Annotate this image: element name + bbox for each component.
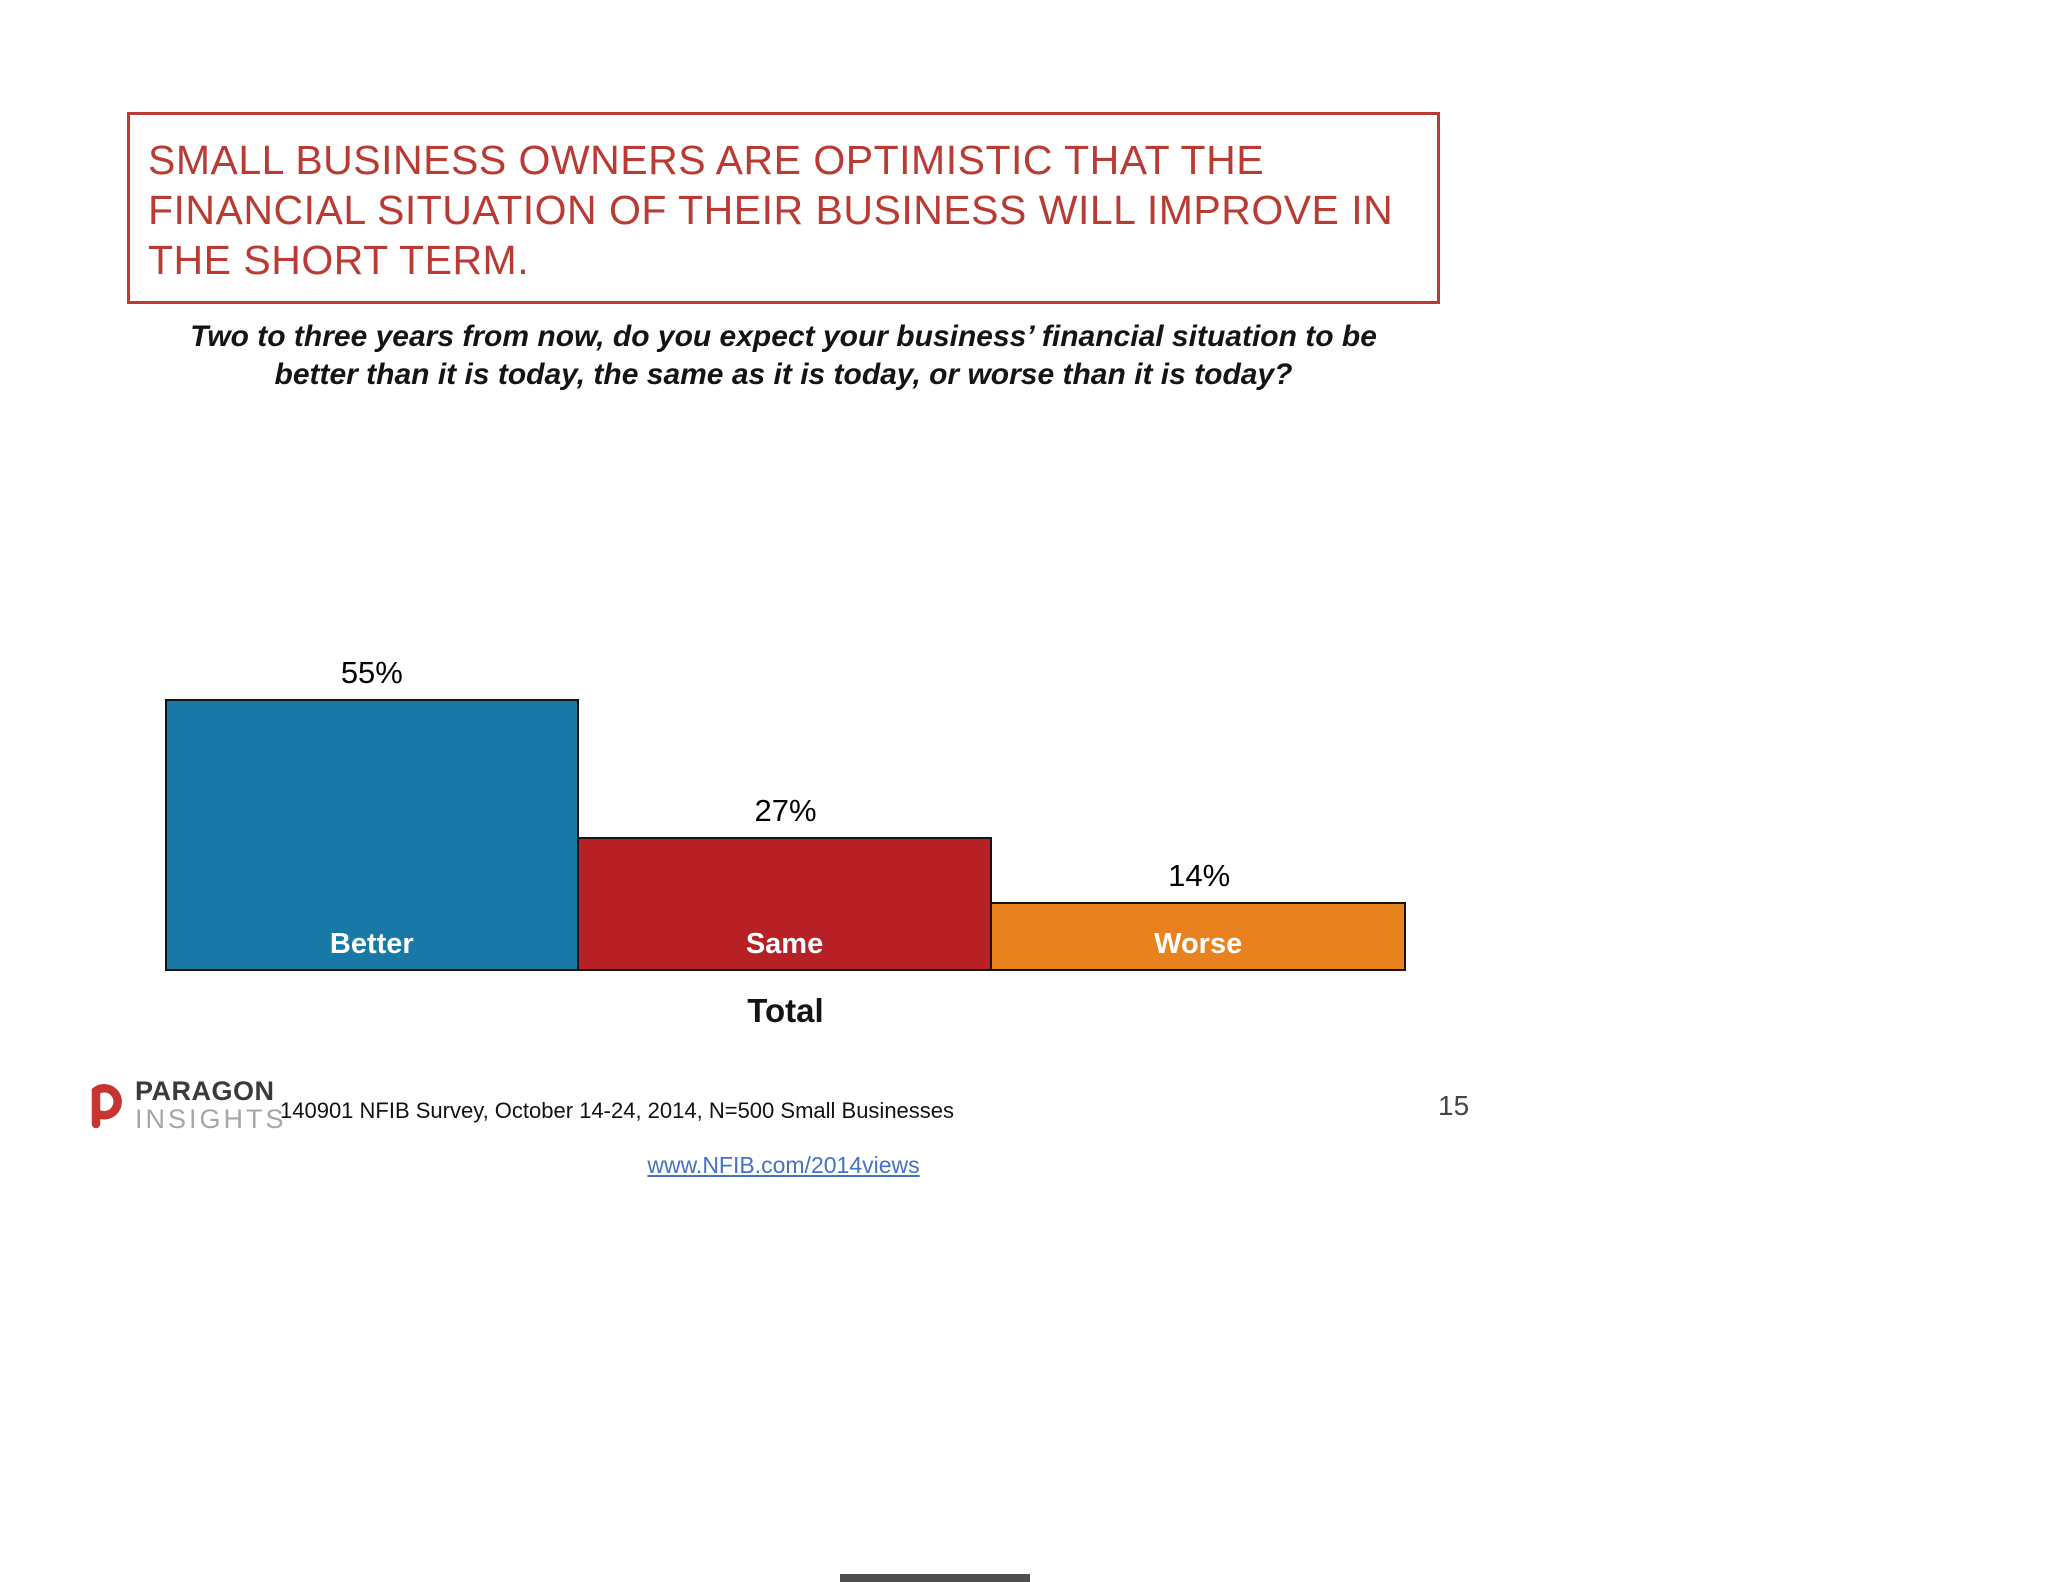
slide-title-line: THE SHORT TERM. [148,237,530,283]
paragon-p-icon [85,1076,125,1133]
bar-value-label-better: 55% [340,655,403,690]
survey-source-note: 140901 NFIB Survey, October 14-24, 2014,… [280,1098,955,1123]
bottom-scrollbar-artifact [840,1574,1030,1582]
page-number: 15 [1438,1090,1470,1121]
bar-better: Better [165,699,579,971]
slide-title-line: FINANCIAL SITUATION OF THEIR BUSINESS WI… [148,187,1394,233]
survey-question: Two to three years from now, do you expe… [127,318,1440,394]
footer-link-container: www.NFIB.com/2014views [127,1152,1440,1179]
slide-title-line: SMALL BUSINESS OWNERS ARE OPTIMISTIC THA… [148,137,1265,183]
bar-category-label-same: Same [745,928,824,960]
bar-worse: Worse [990,902,1407,971]
bar-column-better: 55% Better [165,655,579,971]
title-box: SMALL BUSINESS OWNERS ARE OPTIMISTIC THA… [127,112,1440,304]
logo-name-bottom: INSIGHTS [135,1103,287,1134]
nfib-views-link[interactable]: www.NFIB.com/2014views [647,1152,920,1178]
bar-category-label-worse: Worse [1154,928,1243,960]
bar-same: Same [576,837,993,971]
paragon-insights-logo: PARAGON INSIGHTS [85,1076,287,1133]
bar-chart: 55% Better 27% Same 14% Worse [165,630,1407,971]
logo-wordmark: PARAGON INSIGHTS [135,1077,287,1133]
bar-value-label-worse: 14% [1168,858,1231,893]
bar-value-label-same: 27% [754,793,817,828]
survey-question-line: better than it is today, the same as it … [274,358,1293,391]
bar-category-label-better: Better [329,928,414,960]
logo-name-top: PARAGON [135,1075,275,1106]
bar-column-same: 27% Same [576,793,993,971]
x-axis-label: Total [747,992,824,1029]
survey-question-line: Two to three years from now, do you expe… [190,320,1377,353]
bar-column-worse: 14% Worse [990,858,1407,971]
